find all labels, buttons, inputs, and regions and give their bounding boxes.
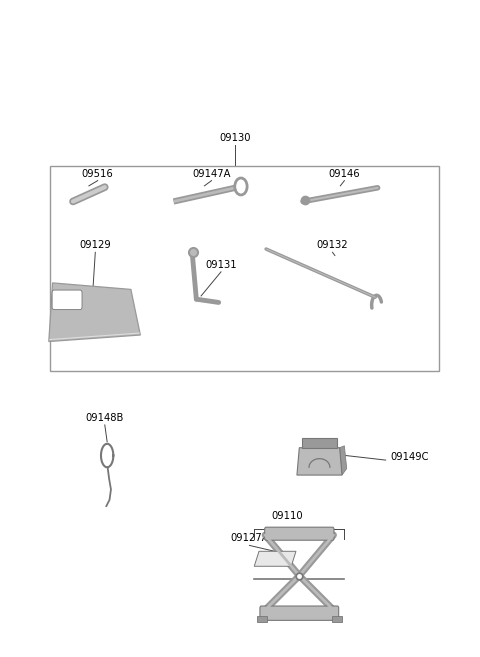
FancyBboxPatch shape	[264, 527, 334, 540]
Bar	[50, 166, 439, 371]
Text: 09132: 09132	[317, 240, 348, 250]
Text: 09516: 09516	[82, 169, 114, 179]
Bar	[332, 616, 342, 622]
Text: 09129: 09129	[79, 240, 111, 250]
FancyBboxPatch shape	[260, 606, 339, 620]
Text: 09148B: 09148B	[85, 413, 124, 423]
Text: 09127A: 09127A	[230, 533, 269, 543]
Polygon shape	[254, 551, 296, 566]
Polygon shape	[301, 438, 337, 447]
Polygon shape	[340, 445, 347, 475]
Text: 09146: 09146	[329, 169, 360, 179]
Polygon shape	[49, 283, 140, 342]
Text: 09110: 09110	[272, 510, 303, 521]
FancyBboxPatch shape	[52, 290, 82, 309]
Text: 09149C: 09149C	[390, 452, 429, 462]
Bar	[257, 616, 267, 622]
Text: 09147A: 09147A	[192, 169, 231, 179]
Polygon shape	[297, 447, 342, 475]
Text: 09130: 09130	[219, 133, 251, 143]
Text: 09131: 09131	[205, 260, 237, 270]
